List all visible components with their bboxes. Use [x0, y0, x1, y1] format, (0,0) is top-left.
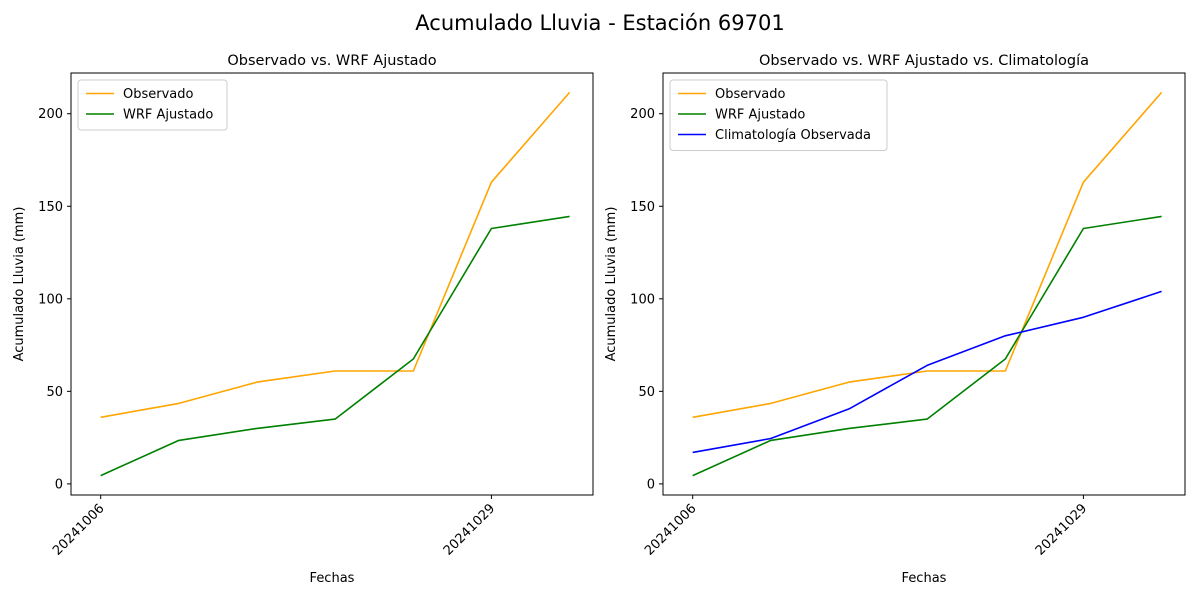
chart-2: Observado vs. WRF Ajustado vs. Climatolo… — [604, 53, 1186, 586]
y-tick-label: 0 — [647, 477, 655, 492]
chart-title: Observado vs. WRF Ajustado — [227, 53, 436, 69]
legend-box — [77, 79, 228, 131]
legend-label-observado: Observado — [123, 87, 194, 102]
series-line-observado — [692, 91, 1163, 419]
legend: Observado WRF Ajustado Climatología Observ… — [669, 79, 888, 151]
legend-label-climatologia-observada: Climatología Observada — [715, 128, 871, 143]
y-axis-label: Acumulado Lluvia (mm) — [604, 207, 619, 362]
y-axis-label: Acumulado Lluvia (mm) — [12, 207, 27, 362]
y-tick-label: 100 — [38, 292, 63, 307]
series-line-climatologia-observada — [692, 290, 1162, 454]
axes-frame — [662, 72, 1186, 496]
series-line-wrf-ajustado — [692, 215, 1162, 477]
legend-label-observado: Observado — [715, 87, 786, 102]
y-tick-label: 200 — [630, 107, 655, 122]
chart-title: Observado vs. WRF Ajustado vs. Climatolo… — [759, 53, 1089, 69]
legend-box — [669, 79, 888, 151]
legend-label-wrf-ajustado: WRF Ajustado — [715, 108, 805, 123]
axes-frame — [70, 72, 594, 496]
y-tick-label: 150 — [38, 200, 63, 215]
legend: Observado WRF Ajustado — [77, 79, 228, 131]
figure-suptitle: Acumulado Lluvia - Estación 69701 — [415, 11, 784, 35]
series-line-observado — [100, 91, 571, 419]
legend-label-wrf-ajustado: WRF Ajustado — [123, 108, 213, 123]
y-tick-label: 50 — [638, 385, 655, 400]
y-tick-label: 0 — [55, 477, 63, 492]
series-line-wrf-ajustado — [100, 215, 570, 477]
y-tick-label: 100 — [630, 292, 655, 307]
x-axis-label: Fechas — [902, 571, 947, 586]
y-tick-label: 50 — [46, 385, 63, 400]
x-axis-label: Fechas — [310, 571, 355, 586]
y-tick-label: 200 — [38, 107, 63, 122]
y-tick-label: 150 — [630, 200, 655, 215]
